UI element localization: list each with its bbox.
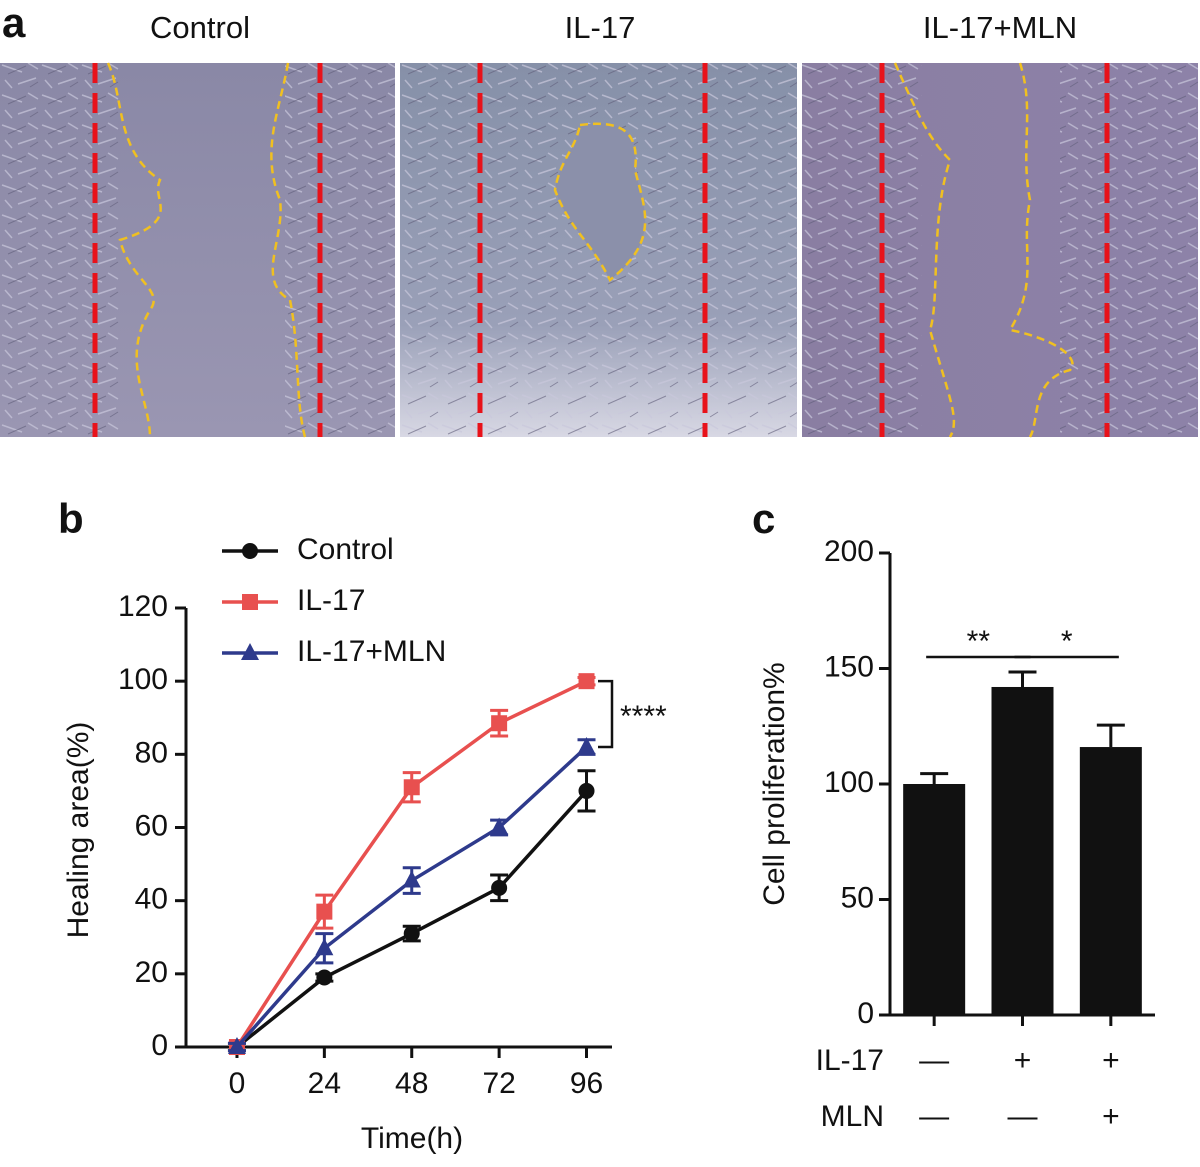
y-tick-label: 200 <box>824 535 874 568</box>
y-tick-label: 100 <box>824 766 874 799</box>
legend-marker <box>242 543 258 559</box>
legend-marker <box>241 643 259 660</box>
image-title: IL-17 <box>565 10 636 45</box>
bar <box>903 784 966 1015</box>
marker <box>316 903 333 920</box>
condition-name: IL-17 <box>816 1044 884 1077</box>
image-title: Control <box>150 10 250 45</box>
marker <box>316 969 333 986</box>
panel-label: c <box>752 495 775 542</box>
x-tick-label: 48 <box>395 1067 428 1100</box>
significance-label: **** <box>620 700 667 733</box>
error-bar <box>1008 670 1037 687</box>
marker <box>578 673 595 690</box>
panel-label: b <box>58 495 84 542</box>
condition-sign: — <box>919 1044 949 1077</box>
y-axis-label: Healing area(%) <box>62 722 95 939</box>
image-title: IL-17+MLN <box>923 10 1077 45</box>
y-tick-label: 0 <box>857 997 874 1030</box>
significance-bracket <box>598 679 614 749</box>
condition-sign: — <box>1008 1100 1038 1133</box>
x-tick-label: 96 <box>570 1067 603 1100</box>
legend-label: Control <box>297 533 394 566</box>
marker <box>490 817 509 835</box>
series-line <box>235 789 588 1049</box>
x-axis-label: Time(h) <box>361 1122 463 1155</box>
marker <box>578 782 595 799</box>
panel-label: a <box>2 0 26 46</box>
error-bar <box>920 772 949 784</box>
condition-sign: + <box>1102 1100 1120 1133</box>
condition-sign: + <box>1014 1044 1032 1077</box>
y-tick-label: 0 <box>151 1029 168 1062</box>
y-tick-label: 60 <box>135 809 168 842</box>
condition-name: MLN <box>821 1100 884 1133</box>
marker <box>577 737 596 755</box>
condition-sign: — <box>919 1100 949 1133</box>
marker <box>315 938 334 956</box>
x-tick-label: 72 <box>482 1067 515 1100</box>
y-tick-label: 100 <box>118 663 168 696</box>
marker <box>491 715 508 732</box>
legend-marker <box>242 594 258 610</box>
y-axis-label: Cell proliferation% <box>758 662 791 905</box>
y-tick-label: 20 <box>135 956 168 989</box>
micrograph <box>400 63 797 437</box>
marker <box>403 925 420 942</box>
y-tick-label: 80 <box>135 736 168 769</box>
significance-label: ** <box>967 625 991 658</box>
marker <box>491 879 508 896</box>
y-tick-label: 40 <box>135 883 168 916</box>
marker <box>402 870 421 888</box>
condition-sign: + <box>1102 1044 1120 1077</box>
legend-label: IL-17 <box>297 584 365 617</box>
significance-label: * <box>1061 625 1073 658</box>
micrograph <box>0 62 395 438</box>
y-tick-label: 120 <box>118 590 168 623</box>
marker <box>227 1037 246 1054</box>
legend-label: IL-17+MLN <box>297 635 446 668</box>
bar <box>1079 747 1142 1015</box>
marker <box>403 779 420 796</box>
bar <box>991 686 1054 1015</box>
series-line <box>235 679 588 1048</box>
x-tick-label: 24 <box>308 1067 341 1100</box>
y-tick-label: 150 <box>824 650 874 683</box>
error-bar <box>1096 723 1125 748</box>
x-tick-label: 0 <box>229 1067 246 1100</box>
micrograph <box>802 62 1198 438</box>
y-tick-label: 50 <box>841 881 874 914</box>
